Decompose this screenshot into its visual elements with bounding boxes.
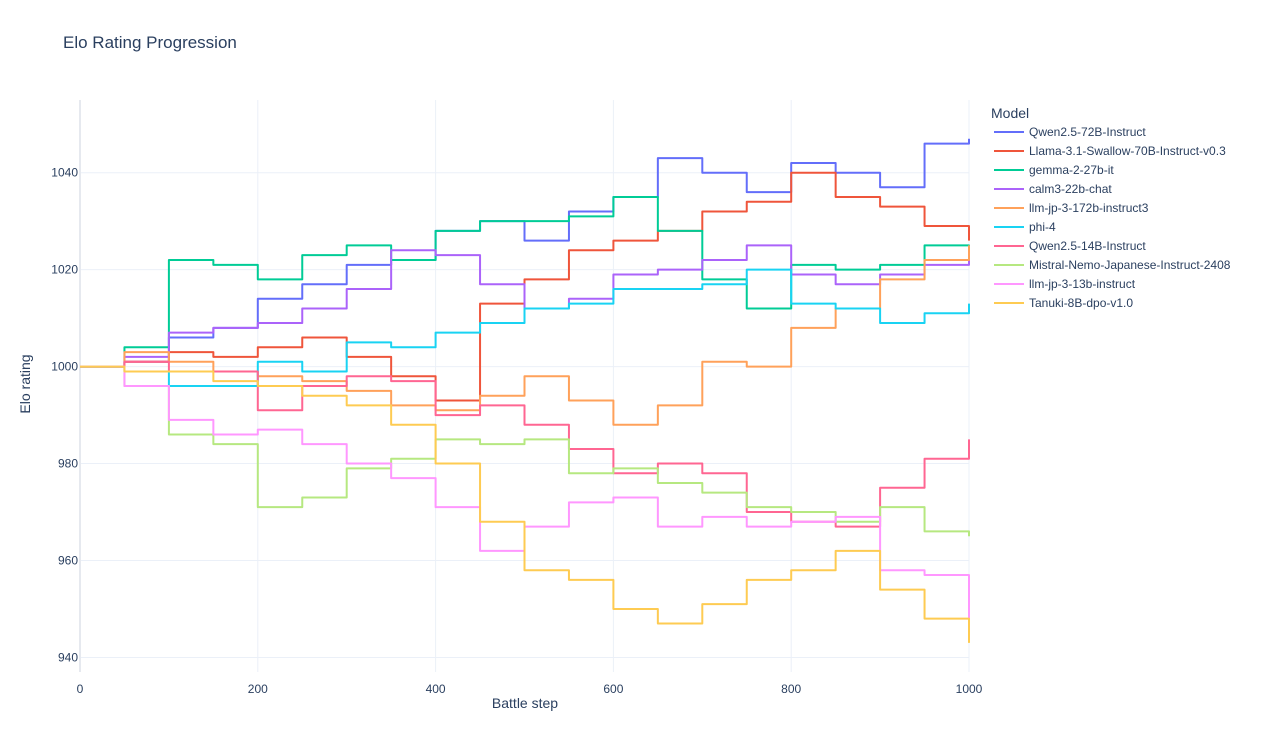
legend-item[interactable]: gemma-2-27b-it: [994, 163, 1114, 177]
axes: 0 200 400 600 800 1000 940 960 980 1000 1020 1040: [51, 166, 982, 696]
x-tick-label: 1000: [956, 682, 983, 696]
legend-item[interactable]: Mistral-Nemo-Japanese-Instruct-2408: [994, 258, 1231, 272]
y-tick-label: 1000: [51, 360, 78, 374]
legend-label: phi-4: [1029, 220, 1056, 234]
legend-label: calm3-22b-chat: [1029, 182, 1112, 196]
chart-title: Elo Rating Progression: [63, 33, 237, 52]
legend-item[interactable]: llm-jp-3-13b-instruct: [994, 277, 1136, 291]
legend-label: Mistral-Nemo-Japanese-Instruct-2408: [1029, 258, 1231, 272]
x-tick-label: 800: [781, 682, 801, 696]
series-line-7: [80, 360, 970, 528]
x-axis-title: Battle step: [492, 695, 558, 711]
legend-label: Qwen2.5-14B-Instruct: [1029, 239, 1146, 253]
x-tick-label: 600: [603, 682, 623, 696]
y-axis-title: Elo rating: [17, 354, 33, 413]
legend-label: gemma-2-27b-it: [1029, 163, 1114, 177]
y-tick-label: 940: [58, 650, 78, 664]
legend-label: Llama-3.1-Swallow-70B-Instruct-v0.3: [1029, 144, 1226, 158]
x-tick-label: 0: [77, 682, 84, 696]
series-line-2: [80, 171, 970, 402]
legend-label: llm-jp-3-13b-instruct: [1029, 277, 1136, 291]
y-tick-label: 980: [58, 457, 78, 471]
legend[interactable]: Qwen2.5-72B-Instruct Llama-3.1-Swallow-70…: [994, 125, 1231, 310]
legend-item[interactable]: Llama-3.1-Swallow-70B-Instruct-v0.3: [994, 144, 1226, 158]
series-line-10: [80, 365, 970, 643]
legend-item[interactable]: Tanuki-8B-dpo-v1.0: [994, 296, 1133, 310]
legend-item[interactable]: Qwen2.5-72B-Instruct: [994, 125, 1146, 139]
legend-label: Tanuki-8B-dpo-v1.0: [1029, 296, 1133, 310]
legend-item[interactable]: calm3-22b-chat: [994, 182, 1112, 196]
series-lines: [80, 138, 970, 643]
legend-item[interactable]: phi-4: [994, 220, 1056, 234]
series-line-8: [80, 365, 970, 537]
y-tick-label: 1040: [51, 166, 78, 180]
series-line-3: [80, 195, 970, 368]
legend-title: Model: [991, 105, 1029, 121]
x-tick-label: 400: [426, 682, 446, 696]
legend-item[interactable]: Qwen2.5-14B-Instruct: [994, 239, 1146, 253]
legend-label: llm-jp-3-172b-instruct3: [1029, 201, 1149, 215]
legend-item[interactable]: llm-jp-3-172b-instruct3: [994, 201, 1149, 215]
y-tick-label: 1020: [51, 263, 78, 277]
x-tick-label: 200: [248, 682, 268, 696]
y-tick-label: 960: [58, 554, 78, 568]
legend-label: Qwen2.5-72B-Instruct: [1029, 125, 1146, 139]
